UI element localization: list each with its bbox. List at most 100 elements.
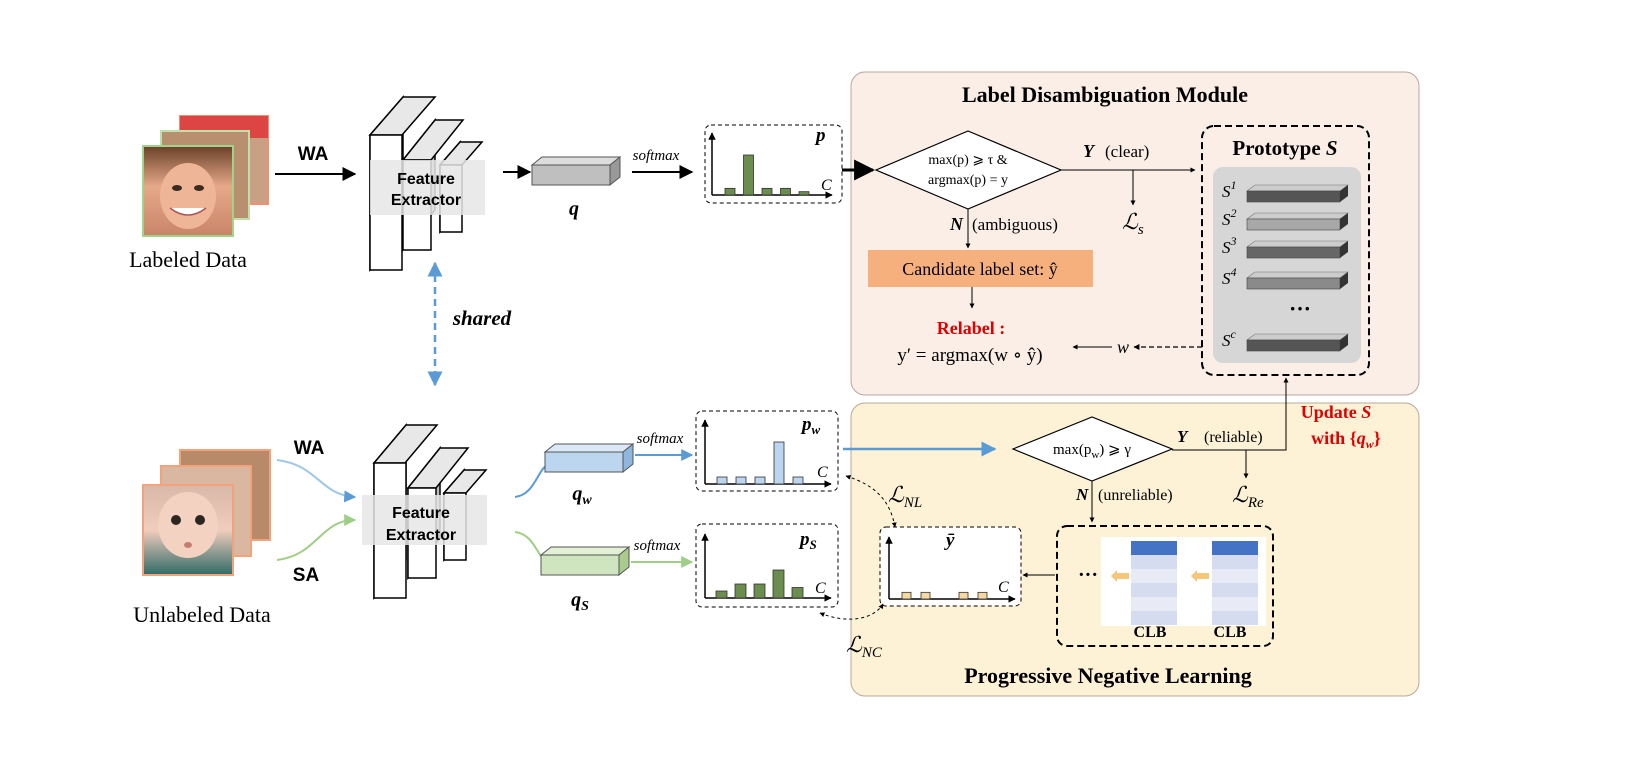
pnl-yes: Y xyxy=(1177,427,1189,446)
bottom-sa-arrow xyxy=(276,514,357,561)
chart-bar xyxy=(780,187,791,196)
top-extractor-label-1: Feature xyxy=(397,171,455,188)
qs-label: qS xyxy=(571,589,589,614)
shared-label: shared xyxy=(452,306,512,330)
unlabeled-image-stack xyxy=(142,449,271,576)
w-label: w xyxy=(1117,337,1129,357)
clb-cell xyxy=(1131,583,1177,597)
pnl-no: N xyxy=(1075,485,1089,504)
bottom-extractor-label-2: Extractor xyxy=(386,527,456,544)
clb-cell xyxy=(1212,597,1258,611)
prototype-bar xyxy=(1246,246,1341,259)
prototype-bar-side xyxy=(1340,213,1348,230)
ldm-title: Label Disambiguation Module xyxy=(962,82,1248,107)
prototype-label: S2 xyxy=(1222,206,1237,229)
chart-bar xyxy=(798,191,810,196)
clb-cell xyxy=(1212,569,1258,583)
prototype-label: S3 xyxy=(1222,234,1237,257)
softmax-w-label: softmax xyxy=(637,431,684,447)
ldm-yes-text: (clear) xyxy=(1105,142,1149,161)
chart-bar xyxy=(743,154,754,196)
chart-bar xyxy=(773,441,785,485)
chart-bar xyxy=(715,590,728,599)
bottom-wa-arrow xyxy=(276,459,357,503)
ps-chart xyxy=(701,533,832,602)
prototype-bars: S1 S2 S3 S4 Sc xyxy=(1222,178,1349,352)
ldm-no-text: (ambiguous) xyxy=(972,215,1058,234)
prototype-title: Prototype S xyxy=(1232,136,1337,160)
bottom-extractor-label-1: Feature xyxy=(392,505,450,522)
clb-label-1: CLB xyxy=(1134,624,1167,641)
prototype-bar-side xyxy=(1340,241,1348,258)
ybar-chart xyxy=(885,536,1016,603)
prototype-label: S1 xyxy=(1222,178,1237,201)
chart-bar xyxy=(761,187,773,196)
prototype-bar-top xyxy=(1246,271,1349,279)
relabel-title: Relabel : xyxy=(937,318,1005,338)
clb-cell xyxy=(1131,597,1177,611)
candidate-box xyxy=(868,250,1093,287)
ybar-chart-axis-c: C xyxy=(998,579,1009,596)
ps-chart-axis-c: C xyxy=(815,580,826,597)
candidate-text: Candidate label set: ŷ xyxy=(902,259,1057,279)
clb-cell xyxy=(1131,541,1177,555)
pw-chart-axis-c: C xyxy=(817,464,828,481)
prototype-ellipsis: ··· xyxy=(1289,296,1311,321)
chart-bar xyxy=(735,476,747,485)
bottom-sa-label: SA xyxy=(293,565,320,586)
ldm-yes: Y xyxy=(1083,141,1096,161)
top-softmax-label: softmax xyxy=(633,148,680,164)
chart-bar xyxy=(791,587,804,599)
pnl-decision xyxy=(1011,416,1174,482)
clb-cell xyxy=(1131,611,1177,625)
prototype-bar xyxy=(1246,339,1341,352)
p-chart-frame xyxy=(704,124,843,204)
clb-ellipsis: ··· xyxy=(1078,564,1098,586)
qs-feature-block xyxy=(539,545,631,577)
chart-bar xyxy=(772,569,785,599)
loss-s: ℒs xyxy=(1122,209,1144,238)
prototype-bar-top xyxy=(1246,240,1349,248)
prototype-bar-top xyxy=(1246,212,1349,220)
clb-label-2: CLB xyxy=(1214,624,1247,641)
prototype-bar xyxy=(1246,218,1341,231)
prototype-bar xyxy=(1246,277,1341,290)
clb-cell xyxy=(1212,611,1258,625)
chart-bar xyxy=(792,476,804,485)
nl-curve xyxy=(845,474,897,528)
ybar-chart-title: ȳ xyxy=(944,530,955,551)
update-arrow xyxy=(1172,377,1289,451)
q-label: q xyxy=(569,198,579,220)
softmax-s-label: softmax xyxy=(634,538,681,554)
clb-columns xyxy=(1111,541,1258,625)
pw-chart xyxy=(701,419,832,488)
chart-bar xyxy=(754,476,766,485)
to-qw-curve xyxy=(514,464,549,498)
pnl-yes-text: (reliable) xyxy=(1204,429,1263,446)
pnl-no-text: (unreliable) xyxy=(1098,487,1173,504)
pnl-title: Progressive Negative Learning xyxy=(964,663,1252,688)
update-line1: Update S xyxy=(1301,402,1372,422)
bottom-feature-extractor xyxy=(362,422,488,601)
loss-nc: ℒNC xyxy=(846,632,883,661)
chart-bar xyxy=(901,591,912,600)
qw-feature-block xyxy=(543,442,635,474)
prototype-label: S4 xyxy=(1222,265,1237,288)
prototype-bar-side xyxy=(1340,272,1348,289)
chart-bar xyxy=(753,583,766,599)
clb-cell xyxy=(1131,569,1177,583)
ldm-cond-line1: max(p) ⩾ τ & xyxy=(928,153,1007,168)
ldm-no: N xyxy=(949,214,964,234)
clb-cell xyxy=(1212,555,1258,569)
pw-chart-title: pw xyxy=(800,414,821,437)
clb-cell xyxy=(1212,541,1258,555)
chart-bar xyxy=(724,187,736,196)
unlabeled-data-label: Unlabeled Data xyxy=(133,602,271,627)
clb-cell xyxy=(1212,583,1258,597)
prototype-bar-side xyxy=(1340,185,1348,202)
top-extractor-label-2: Extractor xyxy=(391,192,461,209)
ybar-chart-frame xyxy=(879,526,1022,607)
p-chart xyxy=(708,132,833,199)
q-feature-block xyxy=(530,155,622,187)
